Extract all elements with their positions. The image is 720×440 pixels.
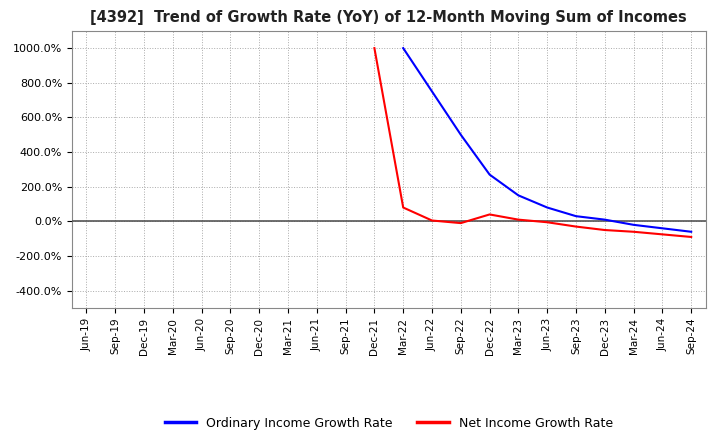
Title: [4392]  Trend of Growth Rate (YoY) of 12-Month Moving Sum of Incomes: [4392] Trend of Growth Rate (YoY) of 12-…	[91, 11, 687, 26]
Legend: Ordinary Income Growth Rate, Net Income Growth Rate: Ordinary Income Growth Rate, Net Income …	[160, 412, 618, 435]
